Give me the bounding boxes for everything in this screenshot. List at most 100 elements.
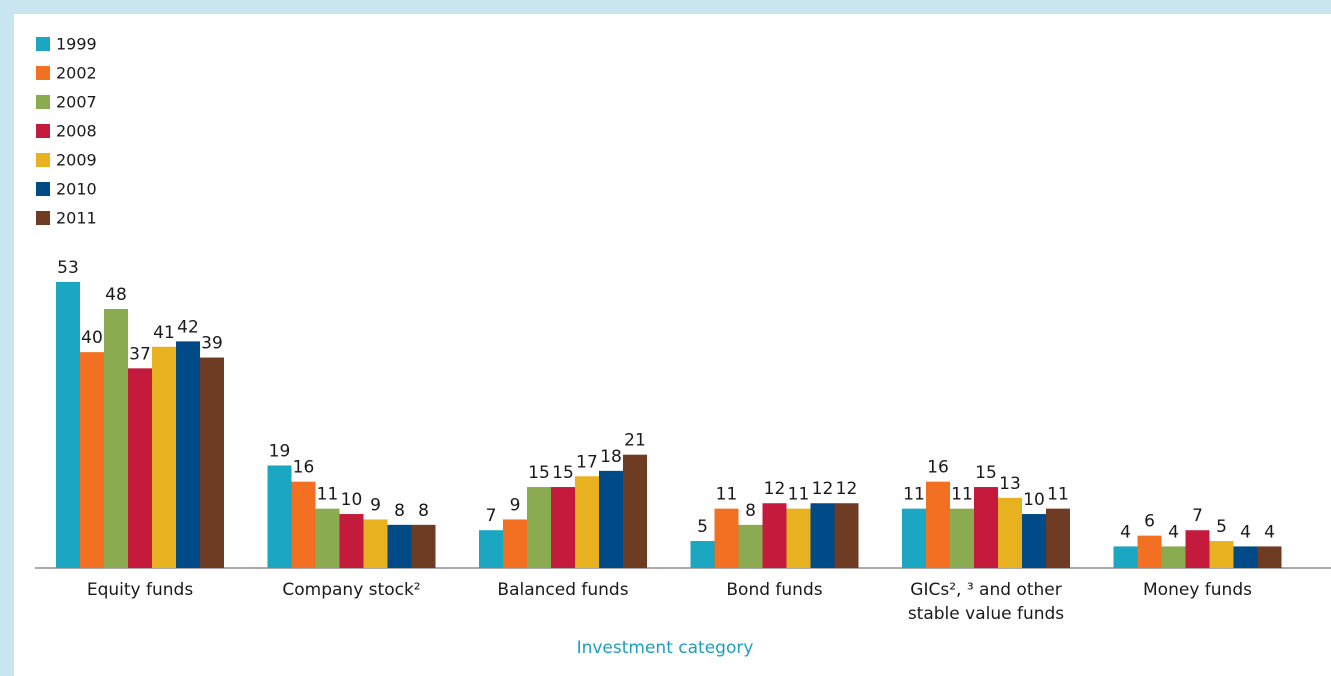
bar <box>762 503 787 568</box>
data-label: 4 <box>1240 522 1251 542</box>
data-label: 8 <box>418 501 429 521</box>
legend-swatch <box>36 124 50 138</box>
x-axis-title: Investment category <box>577 638 754 658</box>
bar <box>1161 546 1186 568</box>
bar <box>1185 530 1210 568</box>
data-label: 39 <box>201 334 223 354</box>
bar <box>834 503 859 568</box>
bar <box>104 308 128 568</box>
data-label: 17 <box>576 452 598 472</box>
data-label: 15 <box>975 463 997 483</box>
legend-swatch <box>36 211 50 225</box>
data-label: 12 <box>836 479 858 499</box>
data-label: 9 <box>510 495 521 515</box>
bar <box>80 352 104 568</box>
data-label: 16 <box>927 458 949 478</box>
bar <box>738 524 763 568</box>
data-label: 48 <box>105 285 127 305</box>
bar <box>363 519 388 568</box>
bar <box>479 530 503 568</box>
data-label: 11 <box>951 485 973 505</box>
bar <box>1113 546 1138 568</box>
data-label: 11 <box>1047 485 1069 505</box>
bar <box>690 541 715 568</box>
bar <box>998 497 1022 568</box>
x-tick-label: Balanced funds <box>497 580 628 600</box>
x-tick-label: Company stock² <box>282 580 420 600</box>
data-label: 11 <box>716 485 738 505</box>
data-label: 10 <box>341 490 363 510</box>
bar <box>810 503 835 568</box>
bar <box>974 487 998 568</box>
data-label: 19 <box>269 441 291 461</box>
legend-swatch <box>36 66 50 80</box>
bar <box>527 487 551 568</box>
data-label: 15 <box>552 463 574 483</box>
x-tick-label: Bond funds <box>726 580 822 600</box>
data-label: 18 <box>600 447 622 467</box>
bar <box>1137 535 1162 568</box>
bar <box>267 465 292 568</box>
data-label: 21 <box>624 431 646 451</box>
data-label: 4 <box>1120 522 1131 542</box>
bar <box>1046 508 1070 568</box>
legend-text: 2009 <box>56 151 97 170</box>
bar <box>575 476 599 568</box>
data-label: 4 <box>1264 522 1275 542</box>
bar <box>1257 546 1282 568</box>
data-label: 4 <box>1168 522 1179 542</box>
legend-swatch <box>36 182 50 196</box>
x-tick-label: Equity funds <box>87 580 193 600</box>
legend-text: 2002 <box>56 64 97 83</box>
bar <box>623 454 647 568</box>
bar <box>786 508 811 568</box>
x-tick-label: Money funds <box>1143 580 1252 600</box>
data-label: 11 <box>903 485 925 505</box>
bar <box>1022 514 1046 568</box>
data-label: 9 <box>370 495 381 515</box>
bar <box>503 519 527 568</box>
legend-swatch <box>36 37 50 51</box>
x-tick-label: GICs², ³ and other stable value funds <box>908 580 1064 624</box>
data-label: 15 <box>528 463 550 483</box>
data-label: 6 <box>1144 512 1155 532</box>
data-label: 16 <box>293 458 315 478</box>
legend-text: 1999 <box>56 35 97 54</box>
data-label: 13 <box>999 474 1021 494</box>
bar <box>551 487 575 568</box>
bar <box>902 508 926 568</box>
bar <box>1209 541 1234 568</box>
chart-frame <box>14 14 1331 676</box>
data-label: 8 <box>394 501 405 521</box>
data-label: 37 <box>129 344 151 364</box>
bar <box>152 346 176 568</box>
legend-swatch <box>36 153 50 167</box>
legend-swatch <box>36 95 50 109</box>
bar <box>128 368 152 568</box>
bar <box>714 508 739 568</box>
data-label: 53 <box>57 258 79 278</box>
bar <box>56 282 80 568</box>
bar <box>291 481 316 568</box>
data-label: 8 <box>745 501 756 521</box>
data-label: 42 <box>177 317 199 337</box>
bar <box>599 470 623 568</box>
data-label: 5 <box>697 517 708 537</box>
data-label: 40 <box>81 328 103 348</box>
bar <box>387 524 412 568</box>
data-label: 41 <box>153 323 175 343</box>
bar <box>1233 546 1258 568</box>
data-label: 5 <box>1216 517 1227 537</box>
bar <box>339 514 364 568</box>
legend-text: 2008 <box>56 122 97 141</box>
bar <box>950 508 974 568</box>
data-label: 10 <box>1023 490 1045 510</box>
legend-text: 2007 <box>56 93 97 112</box>
data-label: 11 <box>317 485 339 505</box>
bar <box>315 508 340 568</box>
legend-text: 2011 <box>56 209 97 228</box>
bar <box>411 524 436 568</box>
data-label: 7 <box>1192 506 1203 526</box>
